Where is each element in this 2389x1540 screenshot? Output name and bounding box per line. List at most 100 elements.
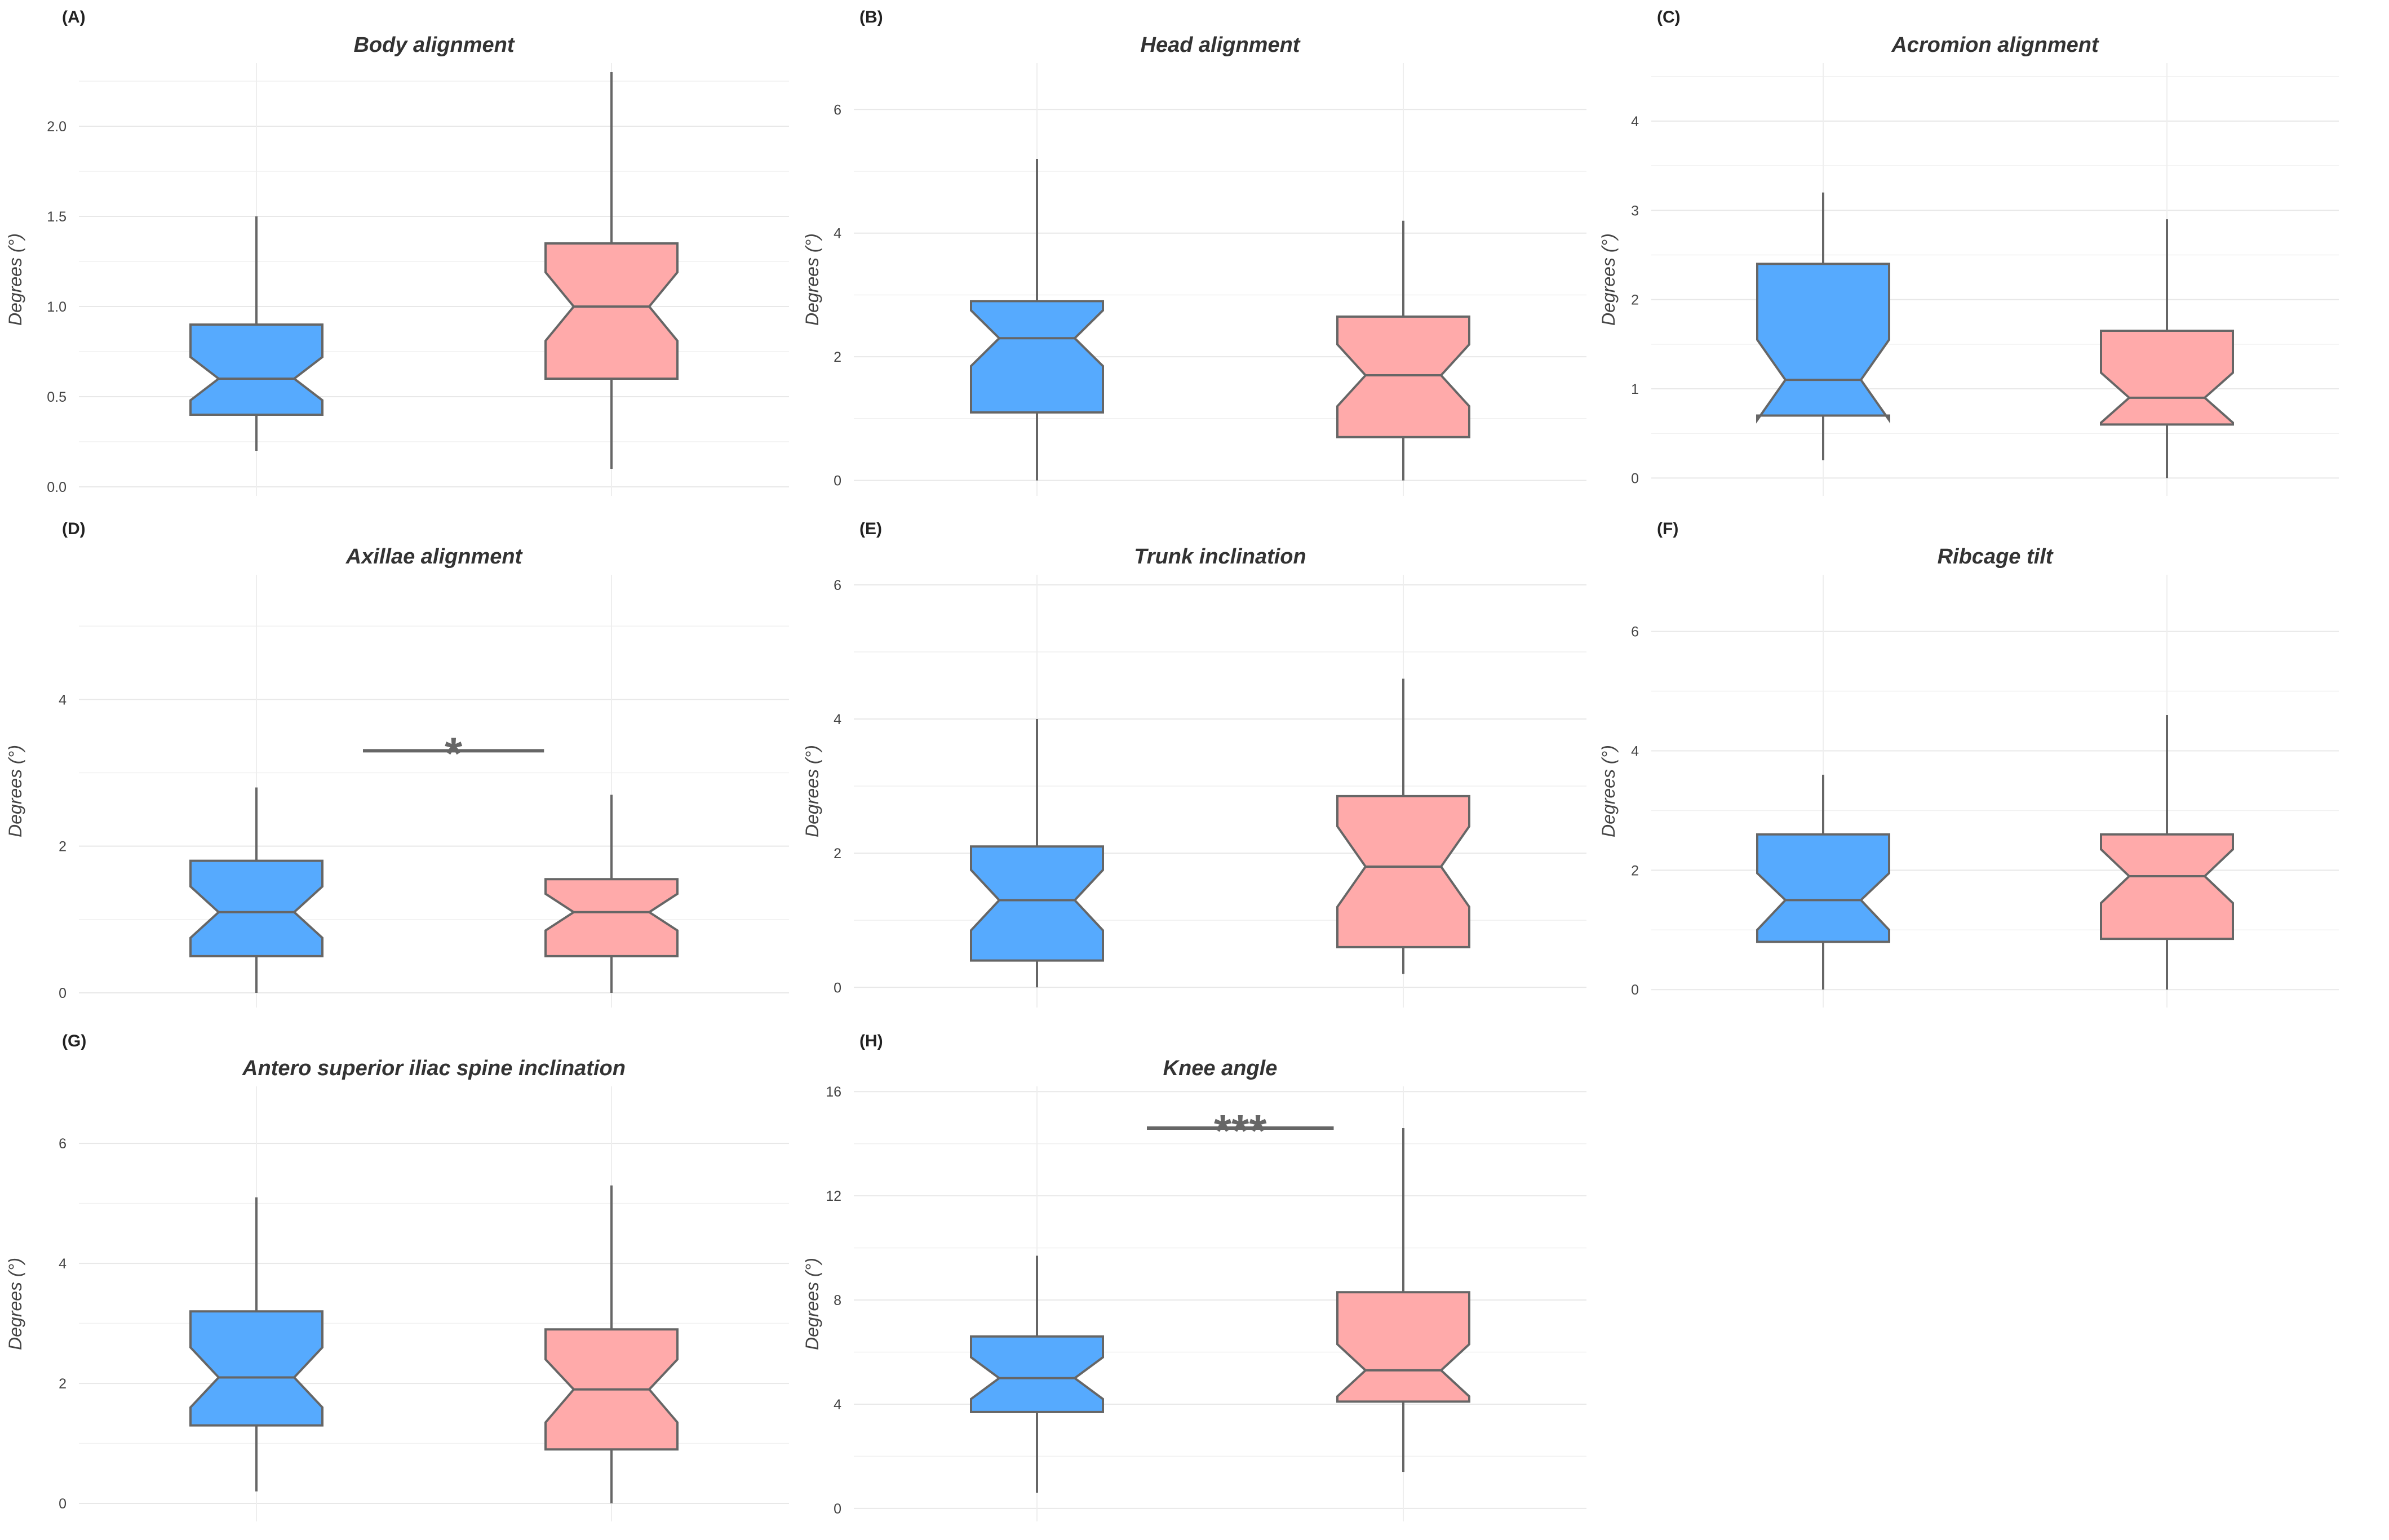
y-tick-label: 4 [834,226,841,242]
y-tick-label: 4 [834,712,841,727]
y-tick-label: 2.0 [47,119,67,135]
y-tick-label: 3 [1631,203,1639,219]
y-tick-label: 0 [1631,982,1639,998]
notched-box [2100,330,2234,426]
y-tick-label: 6 [834,102,841,118]
y-axis-label: Degrees (°) [1598,745,1619,837]
notched-box [189,323,323,416]
panel-title: Head alignment [1141,33,1301,57]
panel-b: 0 2 4 6 (B) Head alignment Degrees (°) [802,8,1586,496]
box-group-1 [189,1197,323,1492]
panel-f: 0 2 4 6 (F) Ribcage tilt Degrees (°) [1598,520,2339,1008]
box-group-1 [1756,774,1890,990]
y-tick-label: 0 [59,1496,67,1512]
box-group-2 [1336,1128,1470,1472]
notched-box [544,878,679,957]
notched-box [1756,833,1890,943]
notched-box [189,1310,323,1427]
panel-h: 0 4 8 12 16 (H) Knee angle Degrees (°) *** [802,1032,1586,1521]
notched-box [970,845,1104,962]
box-group-1 [189,787,323,993]
y-tick-label: 4 [59,1256,67,1272]
panel-tag: (H) [859,1032,883,1050]
y-axis-label: Degrees (°) [802,1258,822,1350]
panel-tag: (B) [859,8,883,26]
y-tick-label: 0 [1631,471,1639,486]
notched-box [970,300,1104,414]
panel-tag: (F) [1657,520,1678,538]
y-tick-label: 0.5 [47,389,67,405]
box-group-2 [544,1185,679,1504]
box-group-2 [2100,219,2234,478]
y-tick-label: 0 [834,1501,841,1517]
y-tick-label: 0 [59,986,67,1001]
y-axis-label: Degrees (°) [5,1258,25,1350]
box-group-1 [1756,192,1890,460]
panel-a: 0.0 0.5 1.0 1.5 2.0 (A) Body alignment Degrees … [5,8,789,496]
notched-box [1336,795,1470,948]
y-tick-label: 2 [1631,863,1639,878]
y-tick-label: 6 [1631,624,1639,640]
y-tick-label: 1 [1631,381,1639,397]
panel-title: Trunk inclination [1134,545,1306,569]
y-axis-label: Degrees (°) [802,745,822,837]
box-group-2 [2100,714,2234,990]
notched-box [970,1335,1104,1413]
panel-title: Acromion alignment [1891,33,2099,57]
y-tick-label: 16 [826,1084,841,1100]
y-tick-label: 6 [59,1136,67,1152]
panel-title: Antero superior iliac spine inclination [242,1057,626,1080]
box-group-2 [1336,678,1470,974]
panel-d: 0 2 4 (D) Axillae alignment Degrees (°) * [5,520,789,1008]
notched-box [1336,315,1470,438]
box-group-2 [544,72,679,469]
y-tick-label: 2 [59,1376,67,1392]
y-tick-label: 0 [834,980,841,996]
notched-box [1336,1291,1470,1403]
panel-tag: (G) [62,1032,86,1050]
panel-tag: (A) [62,8,86,26]
y-axis-label: Degrees (°) [1598,233,1619,326]
y-axis-label: Degrees (°) [5,233,25,326]
panel-title: Body alignment [353,33,515,57]
box-group-1 [189,216,323,451]
panel-tag: (D) [62,520,86,538]
y-tick-label: 2 [834,846,841,862]
box-group-1 [970,1255,1104,1493]
notched-box [2100,833,2234,940]
box-group-2 [544,795,679,993]
y-axis-label: Degrees (°) [802,233,822,326]
y-tick-label: 6 [834,578,841,593]
y-tick-label: 8 [834,1293,841,1308]
panel-tag: (C) [1657,8,1681,26]
y-tick-label: 0 [834,473,841,489]
y-tick-label: 2 [1631,292,1639,308]
panel-c: 0 1 2 3 4 (C) Acromion alignment Degrees (°) [1598,8,2339,496]
y-tick-label: 1.5 [47,209,67,225]
y-tick-label: 4 [834,1397,841,1413]
box-group-2 [1336,220,1470,481]
box-group-1 [970,159,1104,481]
panel-tag: (E) [859,520,882,538]
box-group-1 [970,719,1104,988]
y-tick-label: 4 [59,692,67,708]
panel-title: Ribcage tilt [1938,545,2054,569]
y-axis-label: Degrees (°) [5,745,25,837]
y-tick-label: 4 [1631,114,1639,130]
significance-label: * [445,728,463,778]
panel-e: 0 2 4 6 (E) Trunk inclination Degrees (°) [802,520,1586,1008]
panel-g: 0 2 4 6 (G) Antero superior iliac spine incli… [5,1032,789,1521]
y-tick-label: 1.0 [47,299,67,315]
y-tick-label: 4 [1631,743,1639,759]
significance-label: *** [1214,1106,1267,1156]
notched-box [544,242,679,380]
panel-title: Axillae alignment [345,545,523,569]
y-tick-label: 2 [59,839,67,855]
notched-box [189,859,323,957]
y-tick-label: 12 [826,1188,841,1204]
panel-title: Knee angle [1163,1057,1278,1080]
notched-box [1756,263,1890,424]
y-tick-label: 0.0 [47,480,67,495]
y-tick-label: 2 [834,349,841,365]
